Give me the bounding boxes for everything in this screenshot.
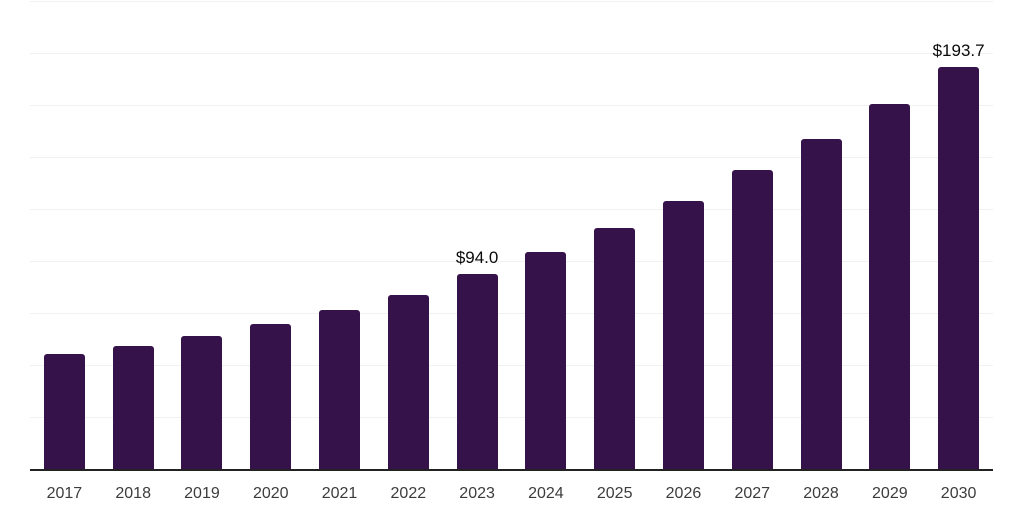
x-axis-label-2020: 2020: [252, 485, 289, 502]
bar-2022: [387, 295, 429, 470]
x-axis-label-2019: 2019: [184, 485, 220, 502]
x-axis: 2017 2018 2019 2020 2021 2022 2023 2024 2025 2026…: [30, 485, 993, 505]
x-axis-label-2029: 2029: [872, 485, 908, 502]
gridline: [30, 365, 993, 366]
data-label-2030: $193.7: [932, 40, 985, 60]
x-axis-label-2030: 2030: [940, 485, 977, 502]
x-axis-label-2024: 2024: [528, 485, 564, 502]
bar-2030: [938, 67, 980, 470]
x-axis-label-2023: 2023: [459, 485, 495, 502]
x-axis-label-2027: 2027: [734, 485, 771, 502]
x-axis-label-2018: 2018: [115, 485, 151, 502]
gridline: [30, 157, 993, 158]
gridline: [30, 261, 993, 262]
bar-2026: [662, 201, 704, 470]
gridline: [30, 53, 993, 54]
x-axis-label-2021: 2021: [321, 485, 358, 502]
x-axis-label-2026: 2026: [665, 485, 702, 502]
x-axis-label-2025: 2025: [596, 485, 633, 502]
bar-2018: [112, 346, 154, 470]
bar-2020: [250, 324, 292, 470]
gridline: [30, 417, 993, 418]
gridline: [30, 105, 993, 106]
plot-area: $94.0 $193.7: [30, 1, 993, 470]
data-label-2023: $94.0: [455, 247, 499, 267]
x-axis-label-2022: 2022: [390, 485, 427, 502]
gridline: [30, 209, 993, 210]
x-axis-line: [30, 469, 993, 471]
gridline: [30, 1, 993, 2]
x-axis-label-2028: 2028: [803, 485, 839, 502]
bar-2024: [525, 252, 567, 470]
x-axis-label-2017: 2017: [46, 485, 83, 502]
bar-2027: [731, 169, 773, 470]
bar-2021: [319, 309, 361, 470]
bar-2023: [456, 274, 498, 470]
bar-2029: [869, 103, 911, 470]
gridline: [30, 313, 993, 314]
bar-2019: [181, 336, 223, 470]
bar-2025: [594, 227, 636, 470]
bar-2017: [43, 354, 85, 470]
bar-2028: [800, 139, 842, 470]
